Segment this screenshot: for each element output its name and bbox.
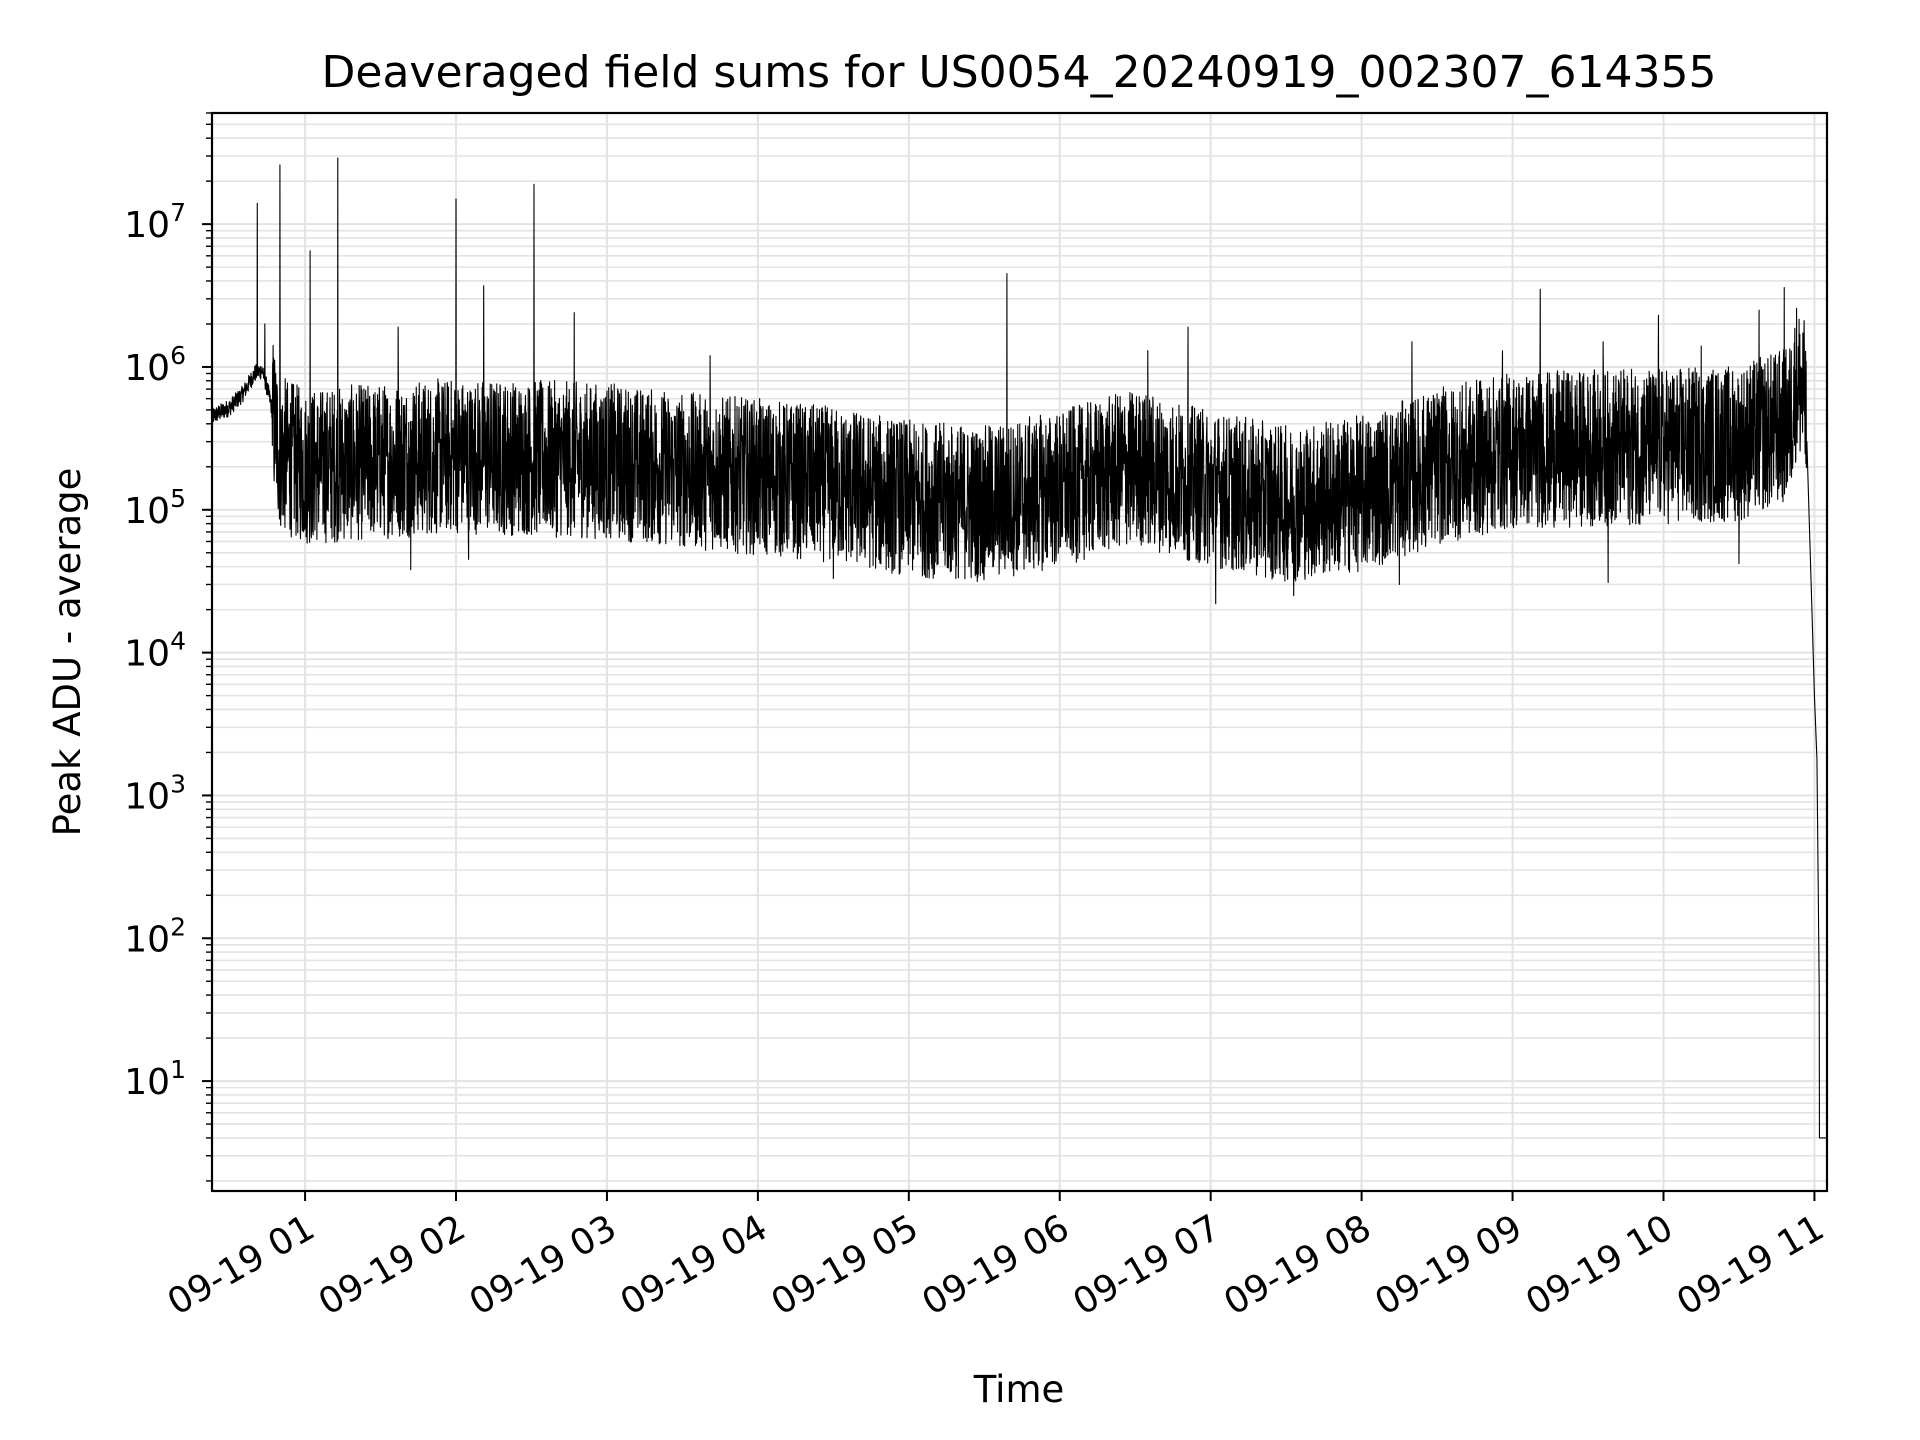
y-tick-label: 103	[124, 769, 186, 817]
y-tick-label: 106	[124, 341, 186, 389]
y-axis-label: Peak ADU - average	[46, 468, 89, 837]
grid-lines	[212, 112, 1827, 1191]
y-tick-label: 101	[124, 1055, 186, 1103]
data-series	[211, 157, 1828, 1139]
y-tick-label: 104	[124, 627, 186, 675]
y-tick-label: 105	[124, 484, 186, 532]
x-axis-label: Time	[973, 1368, 1065, 1411]
y-tick-label: 102	[124, 912, 186, 960]
y-axis: 101 102 103 104 105 106 107	[124, 112, 212, 1182]
chart-title: Deaveraged field sums for US0054_2024091…	[322, 47, 1717, 98]
y-tick-label: 107	[124, 198, 186, 246]
series-line	[211, 157, 1828, 1139]
